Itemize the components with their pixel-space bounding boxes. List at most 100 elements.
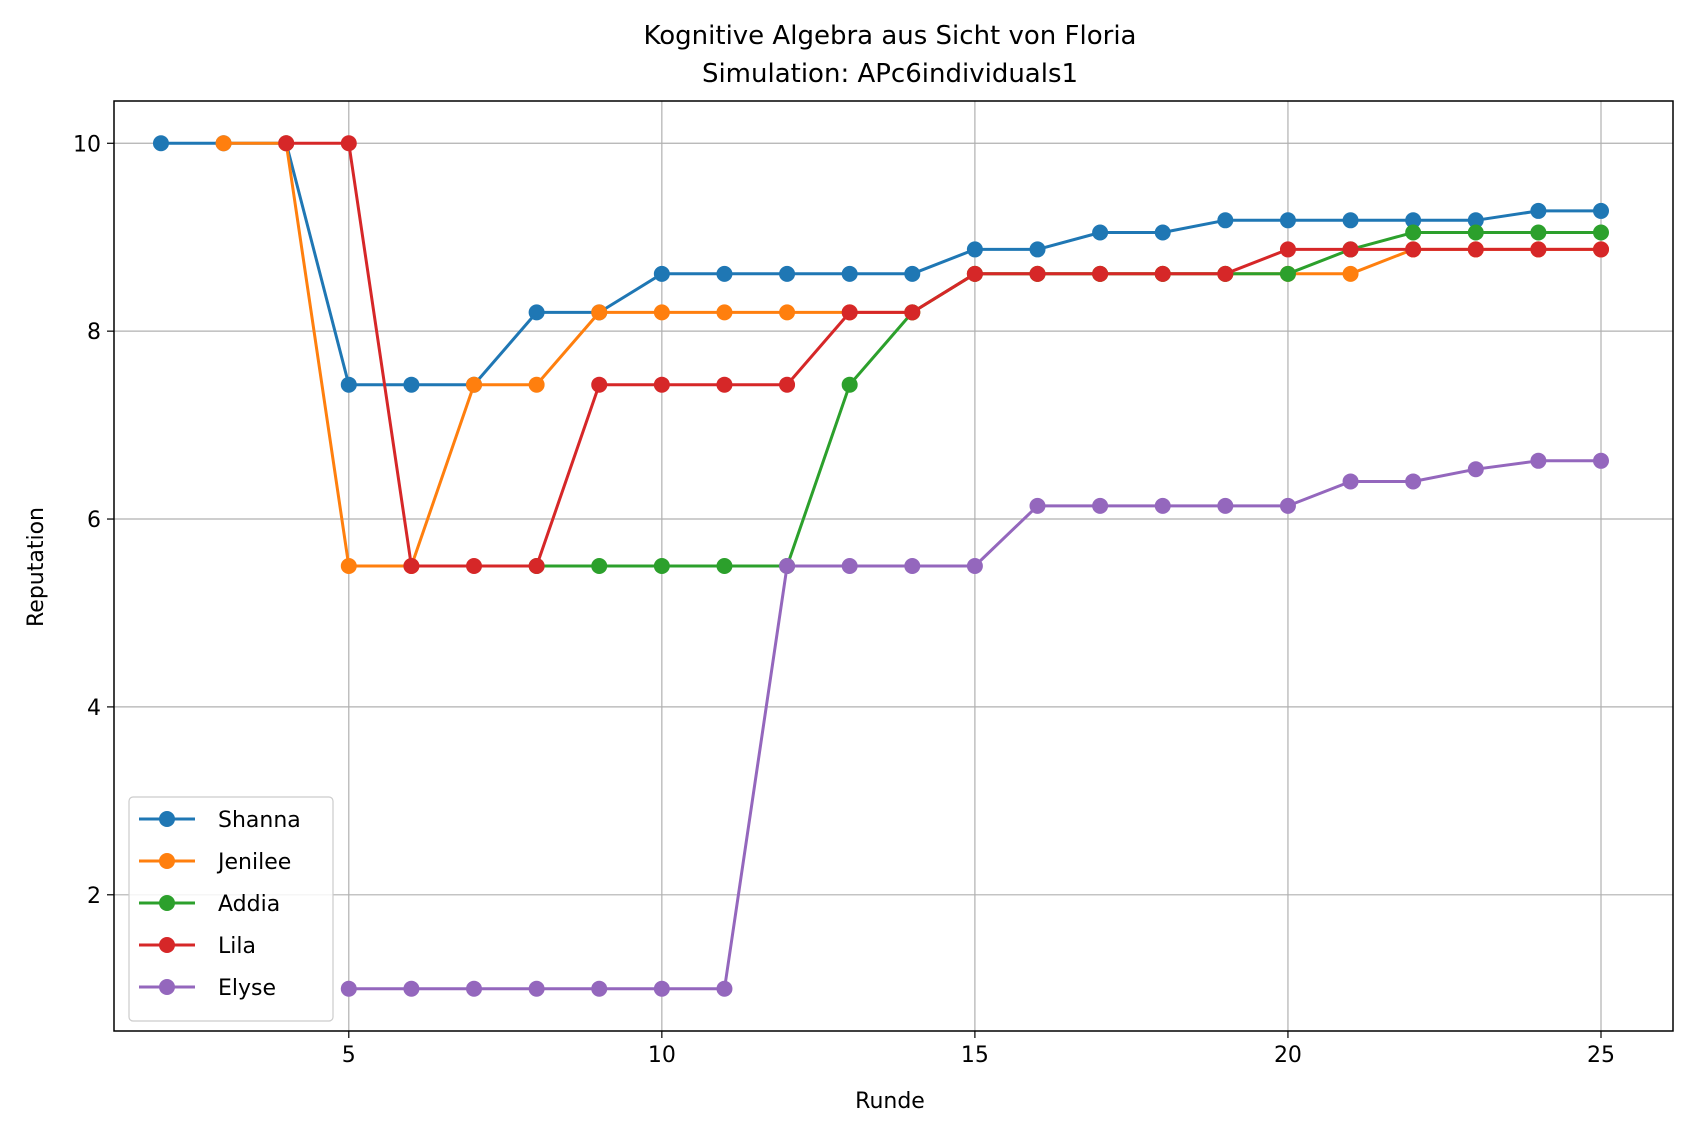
legend-box [128,796,334,1022]
data-point-addia [1279,265,1296,282]
data-point-elyse [1405,473,1422,490]
data-point-addia [1405,224,1422,241]
data-point-addia [841,376,858,393]
data-point-elyse [779,558,796,574]
legend-marker-addia [159,895,175,911]
data-point-elyse [403,980,420,997]
y-axis: 2 4 6 8 10 [73,132,114,909]
y-tick-label: 2 [87,884,101,909]
legend-marker-jenilee [159,853,175,869]
data-point-elyse [1279,497,1296,514]
data-point-jenilee [528,376,545,393]
legend-marker-shanna [159,811,175,827]
data-point-shanna [1405,212,1422,229]
plot-frame [113,100,1674,1032]
data-point-jenilee [466,376,483,393]
series-lines [152,135,1609,997]
legend-item-elyse: Elyse [139,976,276,1001]
data-point-elyse [653,980,670,997]
data-point-shanna [340,376,357,393]
data-point-addia [653,558,670,574]
data-point-elyse [1592,452,1609,469]
data-point-elyse [1530,452,1547,469]
data-point-lila [528,558,545,574]
data-point-elyse [966,558,983,574]
data-point-jenilee [653,304,670,321]
y-tick-label: 8 [87,320,101,345]
data-point-elyse [1217,497,1234,514]
data-point-elyse [716,980,733,997]
data-point-shanna [1592,202,1609,219]
data-point-addia [591,558,608,574]
data-point-addia [1592,224,1609,241]
data-point-lila [1405,241,1422,258]
legend-label-jenilee: Jenilee [216,850,291,875]
legend-item-jenilee: Jenilee [139,850,291,875]
data-point-elyse [841,558,858,574]
chart-title: Kognitive Algebra aus Sicht von Floria [644,21,1137,51]
legend-label-elyse: Elyse [218,976,276,1001]
data-point-jenilee [340,558,357,574]
x-tick-label: 20 [1274,1043,1302,1068]
data-point-lila [278,135,295,152]
data-point-lila [340,135,357,152]
data-point-shanna [966,241,983,258]
data-point-elyse [466,980,483,997]
data-point-shanna [779,265,796,282]
data-point-lila [841,304,858,321]
data-point-lila [1467,241,1484,258]
data-point-lila [591,376,608,393]
data-point-elyse [1154,497,1171,514]
data-point-lila [466,558,483,574]
data-point-elyse [1092,497,1109,514]
data-point-lila [1279,241,1296,258]
data-point-shanna [841,265,858,282]
data-point-shanna [403,376,420,393]
data-point-shanna [528,304,545,321]
data-point-addia [1530,224,1547,241]
data-point-elyse [340,980,357,997]
data-point-jenilee [1342,265,1359,282]
data-point-shanna [1217,212,1234,229]
data-point-shanna [1467,212,1484,229]
chart-subtitle: Simulation: APc6individuals1 [702,59,1078,89]
data-point-shanna [1279,212,1296,229]
data-point-shanna [904,265,921,282]
data-point-shanna [1029,241,1046,258]
data-point-lila [1029,265,1046,282]
x-tick-label: 25 [1587,1043,1615,1068]
data-point-lila [1592,241,1609,258]
data-point-shanna [152,135,169,152]
data-point-jenilee [591,304,608,321]
legend-label-addia: Addia [218,892,280,917]
x-tick-label: 5 [342,1043,356,1068]
data-point-shanna [653,265,670,282]
data-point-lila [904,304,921,321]
legend-item-shanna: Shanna [139,808,301,833]
y-tick-label: 6 [87,508,101,533]
data-point-shanna [1092,224,1109,241]
data-point-elyse [528,980,545,997]
x-tick-label: 15 [961,1043,989,1068]
data-point-jenilee [215,135,232,152]
x-axis-label: Runde [855,1089,925,1114]
series-line-shanna [161,141,1601,387]
data-point-addia [1467,224,1484,241]
data-point-elyse [1029,497,1046,514]
series-lila [278,135,1609,574]
data-point-shanna [1342,212,1359,229]
data-point-shanna [1154,224,1171,241]
data-point-elyse [904,558,921,574]
data-point-shanna [716,265,733,282]
legend-label-lila: Lila [218,934,256,959]
data-point-elyse [1342,473,1359,490]
data-point-addia [716,558,733,574]
series-elyse [340,452,1609,997]
x-tick-label: 10 [648,1043,676,1068]
x-axis: 5 10 15 20 25 [342,1031,1615,1068]
data-point-lila [779,376,796,393]
data-point-lila [1530,241,1547,258]
data-point-lila [966,265,983,282]
series-line-lila [286,141,1601,568]
